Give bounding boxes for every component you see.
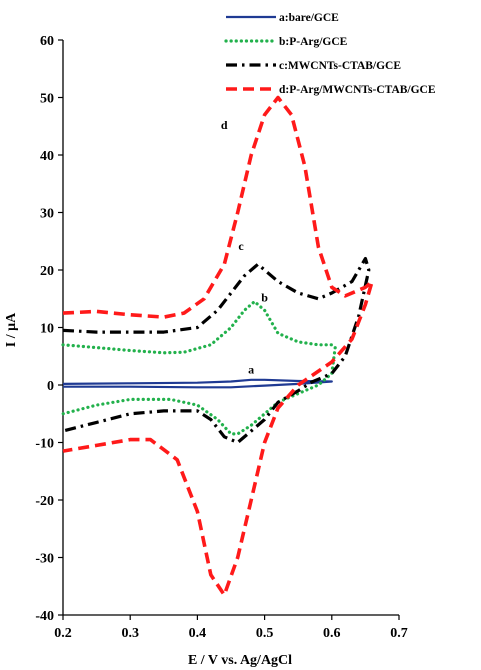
y-tick-label: -30: [35, 552, 54, 567]
y-tick-label: 60: [40, 34, 54, 49]
y-tick-label: -40: [35, 609, 54, 624]
legend-label: d:P-Arg/MWCNTs-CTAB/GCE: [279, 84, 436, 96]
curve-label-b: b: [261, 291, 268, 305]
curve-label-c: c: [238, 239, 244, 253]
y-tick-label: -20: [35, 494, 54, 509]
legend-label: a:bare/GCE: [279, 12, 339, 24]
y-tick-label: 10: [40, 322, 54, 337]
x-tick-label: 0.7: [390, 626, 408, 641]
series-curves: [61, 95, 374, 597]
series-line-d: [62, 95, 374, 597]
series-line-a: [62, 378, 333, 389]
curve-label-d: d: [221, 118, 228, 132]
curve-labels: a b c d: [221, 118, 268, 376]
y-tick-label: 30: [40, 207, 54, 222]
x-tick-label: 0.6: [323, 626, 341, 641]
series-line-b: [61, 300, 337, 436]
y-tick-label: 20: [40, 264, 54, 279]
x-tick-label: 0.3: [121, 626, 139, 641]
y-axis-title: I / μA: [4, 312, 19, 347]
curve-label-a: a: [248, 363, 254, 377]
series-line-c: [62, 256, 371, 445]
y-tick-label: 0: [47, 379, 54, 394]
x-tick-label: 0.4: [189, 626, 207, 641]
x-tick-label: 0.2: [54, 626, 72, 641]
legend: a:bare/GCE b:P-Arg/GCE c:MWCNTs-CTAB/GCE d:…: [224, 12, 436, 96]
y-tick-label: 50: [40, 92, 54, 107]
y-tick-label: 40: [40, 149, 54, 164]
x-tick-label: 0.5: [256, 626, 274, 641]
plot-area: -40 -30 -20 -10 0 10 20 30 40 50 60 0.2 0.3 0.4 0.5 0.6…: [35, 34, 407, 641]
legend-label: b:P-Arg/GCE: [279, 36, 348, 48]
legend-label: c:MWCNTs-CTAB/GCE: [279, 60, 401, 72]
axis-ticks: -40 -30 -20 -10 0 10 20 30 40 50 60 0.2 0.3 0.4 0.5 0.6…: [35, 34, 407, 641]
x-axis-title: E / V vs. Ag/AgCl: [188, 653, 292, 668]
y-tick-label: -10: [35, 437, 54, 452]
